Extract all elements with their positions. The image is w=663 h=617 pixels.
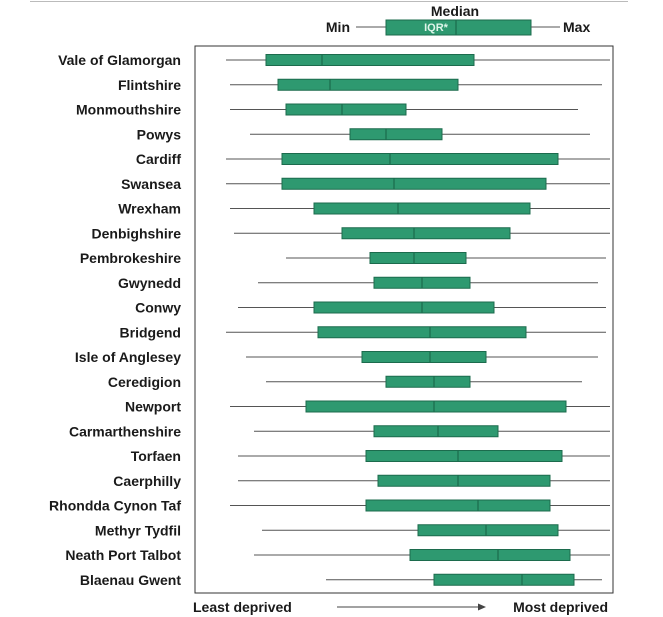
category-label: Rhondda Cynon Taf	[49, 498, 181, 514]
box-row: Denbighshire	[92, 225, 610, 241]
category-label: Cardiff	[136, 151, 181, 167]
category-label: Methyr Tydfil	[95, 522, 181, 538]
iqr-box	[433, 573, 575, 586]
legend-median-label: Median	[431, 3, 479, 19]
box-row: Ceredigion	[108, 374, 582, 390]
iqr-box	[281, 177, 547, 190]
iqr-box	[313, 202, 531, 215]
iqr-box	[265, 54, 475, 66]
category-label: Vale of Glamorgan	[58, 52, 181, 68]
box-row: Neath Port Talbot	[65, 547, 610, 563]
iqr-box	[409, 549, 571, 561]
axis-right-text: Most deprived	[513, 599, 608, 615]
category-label: Powys	[137, 126, 182, 142]
category-label: Ceredigion	[108, 374, 181, 390]
box-row: Caerphilly	[113, 473, 610, 489]
category-label: Neath Port Talbot	[65, 547, 181, 563]
iqr-box	[285, 103, 407, 116]
iqr-box	[373, 425, 499, 438]
box-row: Wrexham	[118, 201, 610, 217]
box-row: Swansea	[121, 176, 610, 192]
box-row: Newport	[125, 399, 610, 415]
box-row: Monmouthshire	[76, 102, 578, 118]
box-row: Cardiff	[136, 151, 610, 167]
category-label: Wrexham	[118, 201, 181, 217]
category-label: Denbighshire	[92, 225, 182, 241]
legend-max-label: Max	[563, 19, 590, 35]
iqr-box	[369, 252, 467, 264]
box-row: Bridgend	[120, 324, 606, 340]
category-label: Bridgend	[120, 324, 181, 340]
category-label: Conwy	[135, 300, 181, 316]
box-row: Flintshire	[118, 77, 602, 93]
iqr-box	[365, 499, 551, 512]
category-label: Gwynedd	[118, 275, 181, 291]
iqr-box	[313, 301, 495, 314]
iqr-box	[341, 227, 511, 240]
legend-min-label: Min	[326, 19, 350, 35]
iqr-box	[317, 326, 527, 339]
axis-left-text: Least deprived	[193, 599, 292, 615]
iqr-box	[277, 78, 459, 91]
axis-annotation: Least deprived Most deprived	[193, 599, 608, 615]
box-row: Carmarthenshire	[69, 423, 610, 439]
category-label: Pembrokeshire	[80, 250, 181, 266]
iqr-box	[377, 474, 551, 487]
box-row: Pembrokeshire	[80, 250, 606, 266]
legend: Median Min IQR* Max	[326, 3, 590, 36]
axis-arrow-head	[478, 603, 486, 611]
box-row: Vale of Glamorgan	[58, 52, 610, 68]
category-label: Newport	[125, 399, 181, 415]
box-row: Rhondda Cynon Taf	[49, 498, 610, 514]
legend-iqr-label: IQR*	[424, 22, 449, 34]
box-row: Conwy	[135, 300, 606, 316]
data-rows: Vale of Glamorgan Flintshire Monmouthshire…	[49, 52, 610, 588]
box-row: Torfaen	[131, 448, 610, 464]
legend-iqr-box	[385, 19, 532, 36]
iqr-box	[385, 375, 471, 388]
box-row: Powys	[137, 126, 590, 142]
category-label: Monmouthshire	[76, 102, 181, 118]
iqr-box	[417, 524, 559, 537]
box-row: Isle of Anglesey	[75, 349, 598, 365]
box-row: Gwynedd	[118, 275, 598, 291]
box-row: Methyr Tydfil	[95, 522, 610, 538]
category-label: Isle of Anglesey	[75, 349, 181, 365]
category-label: Carmarthenshire	[69, 423, 181, 439]
box-row: Blaenau Gwent	[80, 572, 602, 588]
iqr-box	[305, 400, 567, 413]
iqr-box	[281, 153, 559, 165]
iqr-box	[349, 128, 443, 141]
plot-frame	[194, 45, 614, 594]
iqr-box	[365, 450, 563, 462]
category-label: Torfaen	[131, 448, 181, 464]
category-label: Swansea	[121, 176, 181, 192]
category-label: Caerphilly	[113, 473, 181, 489]
iqr-box	[361, 351, 487, 363]
category-label: Blaenau Gwent	[80, 572, 181, 588]
category-label: Flintshire	[118, 77, 181, 93]
